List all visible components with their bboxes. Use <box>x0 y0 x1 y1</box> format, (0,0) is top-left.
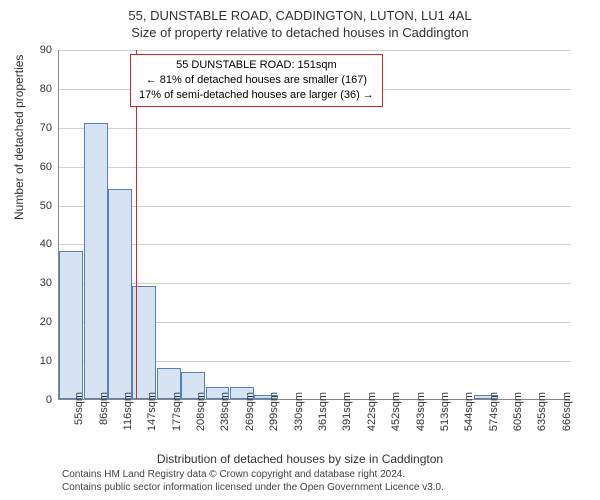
xtick-label: 635sqm <box>536 392 548 431</box>
xtick-label: 666sqm <box>561 392 573 431</box>
histogram-bar <box>108 189 132 399</box>
xtick-label: 513sqm <box>439 392 451 431</box>
ytick-label: 30 <box>40 277 52 289</box>
annotation-line1: 55 DUNSTABLE ROAD: 151sqm <box>139 58 374 73</box>
ytick-label: 70 <box>40 122 52 134</box>
histogram-bar <box>59 251 83 399</box>
histogram-bar <box>84 123 108 399</box>
annotation-line2: ← 81% of detached houses are smaller (16… <box>139 73 374 88</box>
xtick-label: 361sqm <box>317 392 329 431</box>
footer-line1: Contains HM Land Registry data © Crown c… <box>62 468 444 481</box>
xtick-label: 422sqm <box>366 392 378 431</box>
xtick-label: 544sqm <box>463 392 475 431</box>
chart-title: 55, DUNSTABLE ROAD, CADDINGTON, LUTON, L… <box>0 0 600 23</box>
xtick-label: 269sqm <box>244 392 256 431</box>
ytick-label: 20 <box>40 316 52 328</box>
xtick-label: 391sqm <box>341 392 353 431</box>
xtick-label: 299sqm <box>268 392 280 431</box>
xtick-label: 483sqm <box>415 392 427 431</box>
xtick-label: 330sqm <box>293 392 305 431</box>
ytick-label: 80 <box>40 83 52 95</box>
xtick-label: 55sqm <box>73 392 85 425</box>
xtick-label: 116sqm <box>122 392 134 430</box>
footer-text: Contains HM Land Registry data © Crown c… <box>62 468 444 494</box>
footer-line2: Contains public sector information licen… <box>62 481 444 494</box>
annotation-box: 55 DUNSTABLE ROAD: 151sqm ← 81% of detac… <box>130 54 383 107</box>
x-axis-label: Distribution of detached houses by size … <box>0 452 600 466</box>
xtick-label: 208sqm <box>195 392 207 431</box>
ytick-label: 60 <box>40 161 52 173</box>
annotation-line3: 17% of semi-detached houses are larger (… <box>139 88 374 103</box>
xtick-label: 177sqm <box>171 392 183 431</box>
xtick-label: 574sqm <box>488 392 500 431</box>
ytick-label: 40 <box>40 238 52 250</box>
xtick-label: 86sqm <box>98 392 110 425</box>
chart-container: 55, DUNSTABLE ROAD, CADDINGTON, LUTON, L… <box>0 0 600 500</box>
xtick-label: 452sqm <box>390 392 402 431</box>
ytick-label: 90 <box>40 44 52 56</box>
chart-subtitle: Size of property relative to detached ho… <box>0 23 600 40</box>
xtick-label: 605sqm <box>512 392 524 431</box>
xtick-label: 238sqm <box>219 392 231 431</box>
ytick-label: 50 <box>40 200 52 212</box>
y-axis-label: Number of detached properties <box>12 55 26 220</box>
chart-area: 55 DUNSTABLE ROAD: 151sqm ← 81% of detac… <box>58 50 570 400</box>
xtick-label: 147sqm <box>146 392 158 431</box>
ytick-label: 10 <box>40 355 52 367</box>
ytick-label: 0 <box>46 394 52 406</box>
